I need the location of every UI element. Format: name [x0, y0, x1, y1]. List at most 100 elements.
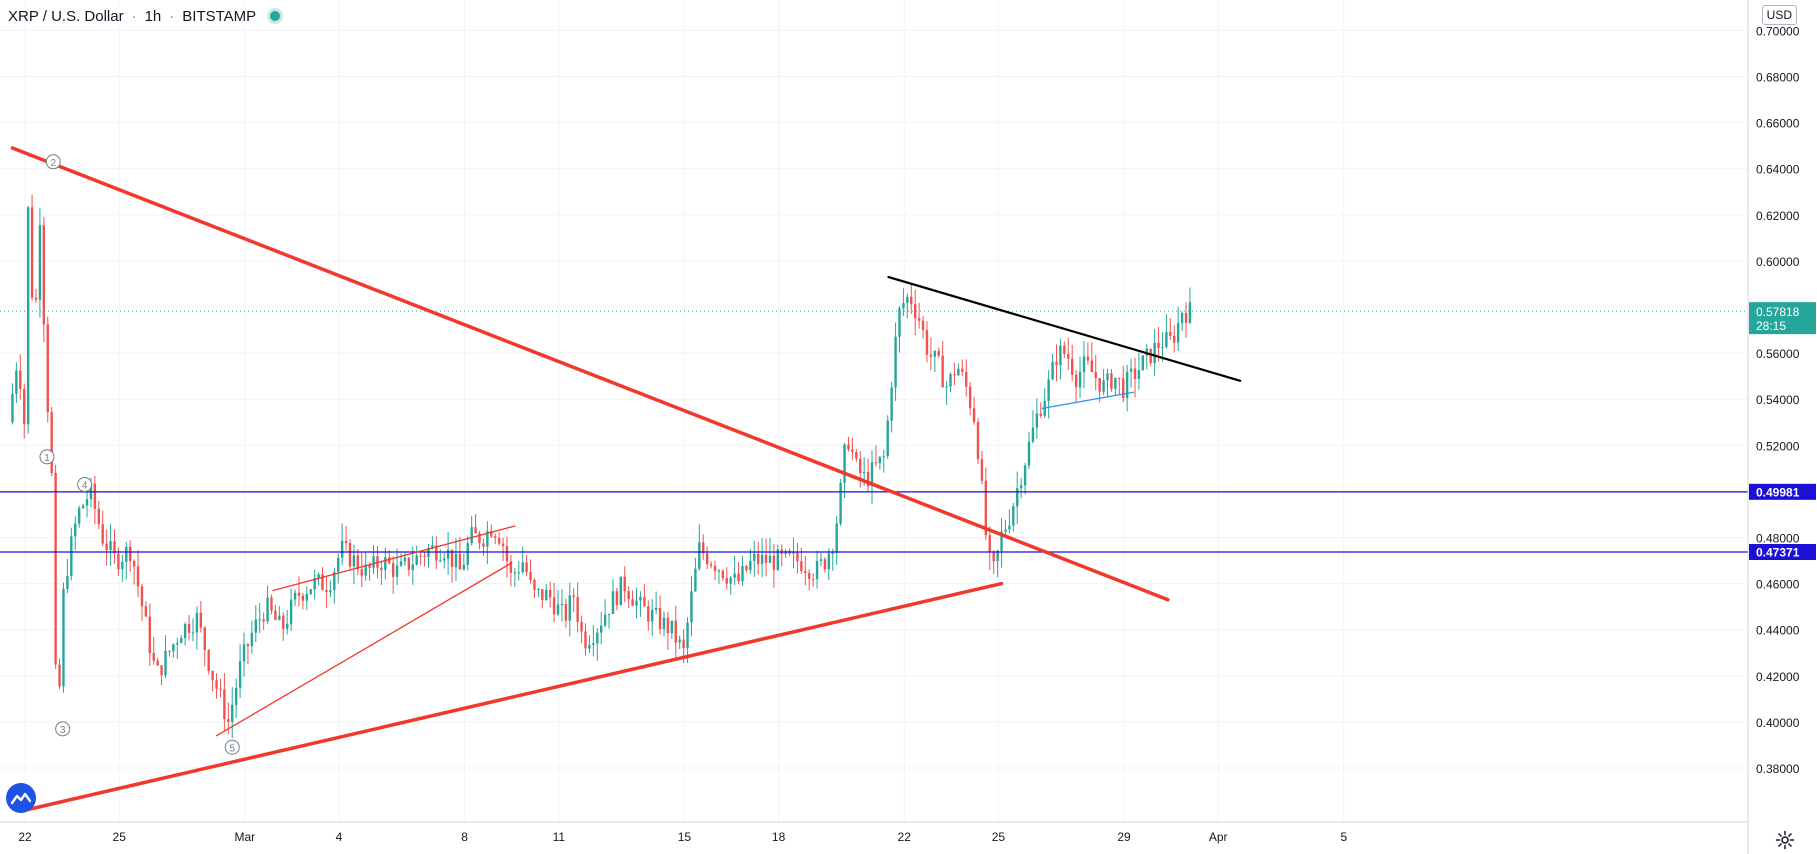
candle-body: [961, 368, 964, 372]
candle-body: [482, 543, 485, 547]
symbol-header[interactable]: XRP / U.S. Dollar · 1h · BITSTAMP: [8, 6, 285, 26]
candle-body: [113, 541, 116, 554]
candle-body: [81, 505, 85, 509]
candle-body: [992, 552, 995, 562]
candle-body: [972, 408, 976, 423]
currency-selector[interactable]: USD: [1761, 5, 1797, 25]
candle-body: [596, 632, 599, 644]
candle-body: [403, 557, 407, 562]
candle-body: [917, 318, 921, 321]
level-price-label: 0.47371: [1756, 545, 1800, 559]
candle-body: [866, 471, 870, 487]
wave-label-circle: [224, 739, 240, 755]
candle-body: [1125, 371, 1129, 399]
candle-body: [808, 573, 811, 579]
candle-body: [486, 530, 489, 547]
candle-body: [647, 606, 650, 622]
time-tick-label: 8: [461, 830, 468, 844]
candle-body: [19, 370, 22, 389]
candle-body: [26, 207, 30, 425]
settings-gear-icon[interactable]: [1775, 830, 1795, 850]
candle-body: [1004, 529, 1007, 532]
candle-body: [450, 549, 454, 568]
time-tick-label: 5: [1340, 830, 1347, 844]
candle-body: [140, 586, 144, 607]
candle-body: [576, 597, 579, 622]
candle-body: [862, 471, 866, 473]
time-tick-label: 29: [1117, 830, 1131, 844]
candle-body: [321, 574, 324, 590]
candle-body: [874, 462, 878, 464]
price-axis: 0.38000 0.40000 0.42000 0.44000 0.46000 0.480…: [1747, 0, 1816, 854]
candle-body: [1019, 485, 1023, 489]
candle-body: [195, 612, 199, 633]
candle-body: [517, 572, 520, 574]
candle-body: [238, 661, 242, 688]
candle-body: [435, 545, 438, 561]
candle-body: [615, 591, 619, 606]
candle-body: [945, 386, 948, 388]
candle-body: [1008, 525, 1011, 530]
trendline: [887, 275, 1242, 382]
candle-body: [46, 324, 49, 413]
tradingview-logo-icon[interactable]: [6, 783, 36, 813]
candle-body: [474, 527, 477, 534]
candle-body: [819, 559, 823, 561]
candle-body: [93, 483, 97, 509]
candle-body: [176, 643, 179, 645]
candle-body: [658, 607, 662, 630]
candle-body: [1129, 368, 1133, 372]
candle-body: [337, 557, 340, 573]
candle-body: [15, 370, 18, 394]
candle-body: [705, 553, 709, 565]
time-tick-label: 25: [992, 830, 1006, 844]
symbol-name: XRP / U.S. Dollar: [8, 7, 124, 25]
candle-body: [745, 566, 748, 571]
candle-body: [1137, 370, 1141, 379]
candle-body: [1149, 348, 1152, 364]
candle-body: [957, 368, 960, 376]
candle-body: [733, 573, 736, 578]
current-price-label: 0.57818: [1756, 305, 1800, 319]
candle-body: [297, 592, 301, 596]
exchange-label: BITSTAMP: [182, 7, 257, 25]
candle-body: [415, 555, 418, 565]
trendline: [272, 525, 516, 592]
candle-body: [411, 564, 414, 570]
candle-body: [721, 570, 725, 579]
candle-body: [136, 566, 140, 587]
candle-body: [509, 561, 513, 573]
candle-body: [709, 564, 713, 566]
candle-body: [505, 546, 509, 562]
candle-body: [70, 536, 73, 577]
header-separator: ·: [131, 7, 137, 25]
candle-body: [223, 689, 226, 720]
candle-body: [490, 530, 493, 537]
candle-body: [913, 304, 917, 319]
candle-body: [1184, 313, 1188, 323]
candle-body: [97, 508, 100, 525]
candle-body: [38, 225, 42, 300]
candle-body: [537, 589, 540, 591]
candle-body: [132, 560, 136, 567]
candle-body: [317, 574, 320, 579]
candle-body: [105, 543, 108, 550]
price-tick-label: 0.38000: [1756, 762, 1800, 776]
candle-body: [965, 371, 968, 387]
candle-body: [1031, 427, 1035, 442]
candle-body: [1188, 302, 1192, 323]
candle-body: [1176, 323, 1180, 343]
candle-body: [1039, 413, 1042, 416]
price-tick-label: 0.48000: [1756, 532, 1800, 546]
candle-body: [541, 589, 544, 601]
price-tick-label: 0.66000: [1756, 117, 1800, 131]
candle-body: [211, 671, 214, 681]
candle-body: [843, 444, 846, 483]
candle-body: [446, 549, 450, 559]
candle-body: [925, 330, 929, 355]
candle-body: [117, 553, 120, 570]
candle-body: [980, 459, 984, 481]
candle-body: [109, 541, 112, 550]
candle-body: [1094, 372, 1097, 379]
